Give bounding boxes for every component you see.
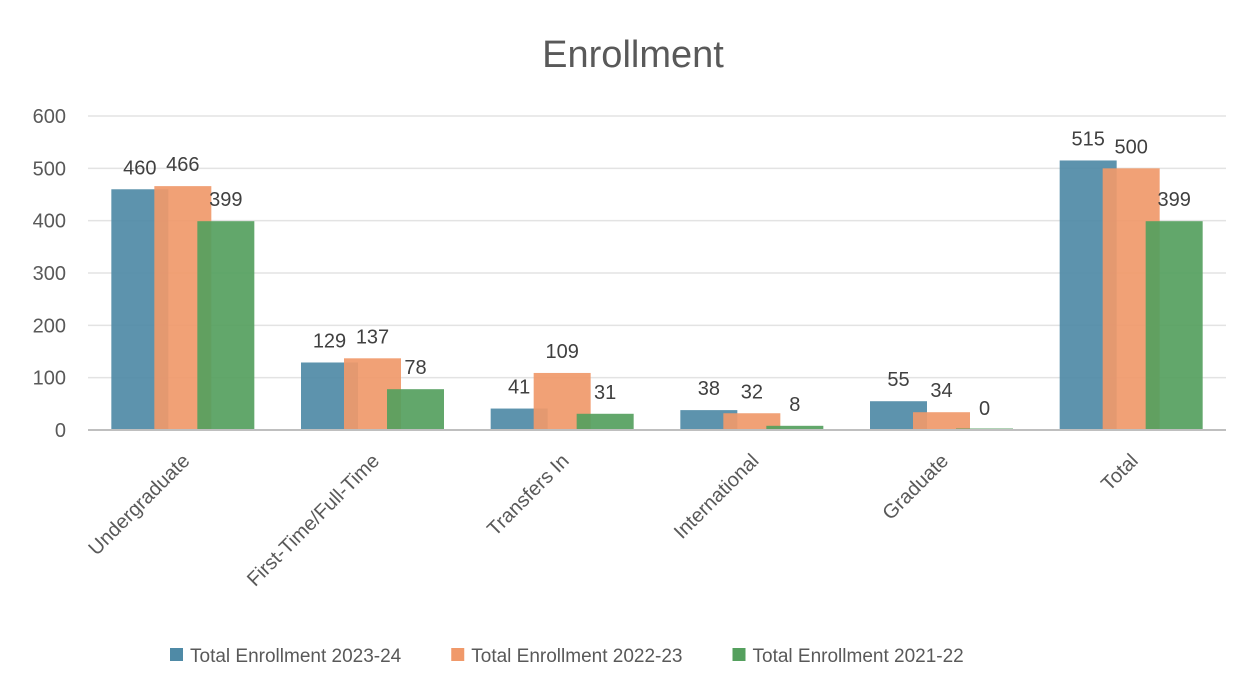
x-tick-label: Transfers In: [483, 450, 573, 540]
y-tick-label: 100: [33, 368, 66, 390]
gridlines: [88, 115, 1226, 379]
legend: Total Enrollment 2023-24 Total Enrollment…: [170, 646, 964, 667]
data-label: 32: [741, 381, 763, 403]
x-tick-label: First-Time/Full-Time: [243, 450, 384, 591]
data-label: 0: [979, 398, 990, 420]
legend-swatch: [732, 648, 746, 661]
bars: [111, 160, 1203, 431]
data-label: 399: [1157, 189, 1190, 211]
legend-label: Total Enrollment 2022-23: [471, 646, 682, 667]
data-label: 55: [887, 369, 909, 391]
y-tick-label: 600: [33, 106, 66, 128]
bar: [766, 425, 824, 430]
bar: [490, 408, 548, 430]
bar: [387, 389, 444, 430]
y-tick-label: 0: [55, 420, 66, 442]
x-tick-label: Undergraduate: [84, 450, 194, 560]
bar: [680, 410, 738, 430]
legend-swatch: [170, 648, 183, 661]
bar: [723, 413, 781, 430]
data-label: 109: [545, 341, 578, 363]
data-label: 466: [166, 154, 199, 176]
data-label: 460: [123, 157, 156, 179]
legend-label: Total Enrollment 2021-22: [753, 646, 964, 667]
data-label: 38: [698, 378, 720, 400]
data-label: 399: [209, 189, 242, 211]
bar: [197, 221, 255, 430]
bar: [1145, 221, 1203, 430]
y-tick-label: 300: [33, 263, 66, 285]
data-label: 500: [1114, 136, 1147, 158]
legend-swatch: [451, 648, 465, 661]
data-label: 8: [789, 394, 800, 416]
y-tick-label: 400: [33, 211, 66, 233]
x-tick-label: Total: [1097, 450, 1142, 495]
bar: [913, 412, 970, 430]
data-label: 137: [356, 326, 389, 348]
data-label: 34: [930, 380, 952, 402]
data-label: 515: [1071, 128, 1104, 150]
legend-label: Total Enrollment 2023-24: [190, 646, 402, 667]
x-axis: Undergraduate First-Time/Full-Time Transfe…: [84, 450, 1142, 591]
data-label: 41: [508, 377, 530, 399]
y-tick-label: 200: [33, 315, 66, 337]
data-labels: 460 466 399 129 137 78 41 109 31 38 32 8 55 34 0 515 500…: [123, 128, 1191, 420]
y-tick-label: 500: [33, 158, 66, 180]
data-label: 129: [313, 330, 346, 352]
data-label: 31: [594, 382, 616, 404]
data-label: 78: [404, 357, 426, 379]
chart-title: Enrollment: [542, 34, 724, 76]
y-axis: 0 100 200 300 400 500 600: [33, 106, 66, 442]
x-tick-label: Graduate: [879, 450, 954, 525]
bar: [576, 413, 634, 430]
x-tick-label: International: [670, 450, 763, 543]
